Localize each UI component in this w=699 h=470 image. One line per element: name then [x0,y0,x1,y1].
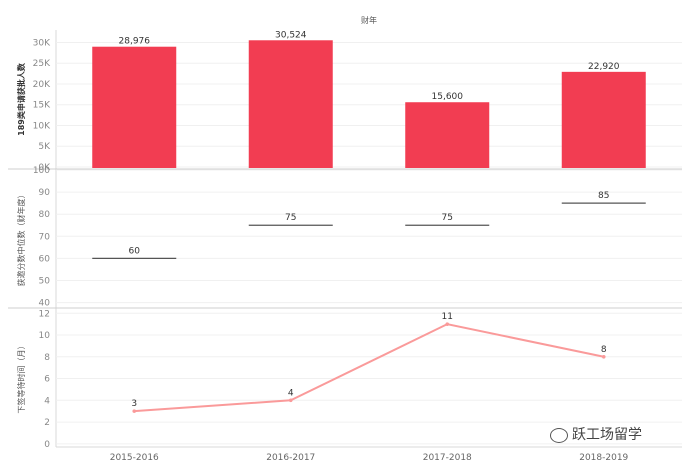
watermark: 跃工场留学 [550,424,642,444]
y-tick-label: 4 [44,396,50,406]
y-tick-label: 50 [39,276,51,286]
median-value-label: 75 [285,213,296,223]
median-value-label: 85 [598,191,609,201]
line-value-label: 3 [131,399,137,409]
line-point [288,398,293,403]
x-tick-label: 2017-2018 [423,453,472,463]
watermark-text: 跃工场留学 [572,427,642,443]
y-tick-label: 90 [39,188,51,198]
y-axis-label: 下签等待时间（月） [16,342,26,414]
bar [92,46,177,168]
y-tick-label: 12 [39,309,50,319]
bar-value-label: 30,524 [275,30,307,40]
bar [405,102,490,168]
y-tick-label: 5K [38,142,51,152]
line-value-label: 8 [601,345,607,355]
y-axis-label: 189类申请获批人数 [16,62,26,136]
bar [248,40,333,168]
bar-value-label: 15,600 [432,92,464,102]
y-tick-label: 8 [44,353,50,363]
x-tick-label: 2018-2019 [579,453,628,463]
y-tick-label: 60 [39,254,51,264]
y-tick-label: 0 [44,440,50,450]
median-value-label: 75 [442,213,453,223]
y-tick-label: 70 [39,232,51,242]
line-value-label: 4 [288,388,294,398]
y-tick-label: 25K [33,59,51,69]
y-tick-label: 40 [39,299,51,309]
wait-time-line [134,323,604,413]
y-tick-label: 10K [33,121,51,131]
bar [561,71,646,168]
y-tick-label: 15K [33,101,51,111]
wechat-bubble-icon [550,427,568,443]
line-value-label: 11 [442,312,453,322]
y-tick-label: 0K [38,163,51,173]
x-tick-label: 2015-2016 [110,453,159,463]
y-tick-label: 30K [33,38,51,48]
y-tick-label: 2 [44,418,50,428]
x-tick-label: 2016-2017 [266,453,315,463]
y-tick-label: 100 [33,166,50,176]
bar-value-label: 22,920 [588,62,620,72]
line-point [445,322,450,326]
y-tick-label: 10 [39,331,51,341]
median-value-label: 60 [129,246,141,256]
y-axis-label: 获邀分数中位数（财年度） [16,191,26,287]
bar-value-label: 28,976 [119,37,151,47]
y-tick-label: 20K [33,80,51,90]
chart-title: 财年 [361,15,377,25]
y-tick-label: 80 [39,210,51,220]
y-tick-label: 6 [44,375,50,385]
line-point [132,409,137,413]
line-point [601,354,606,359]
